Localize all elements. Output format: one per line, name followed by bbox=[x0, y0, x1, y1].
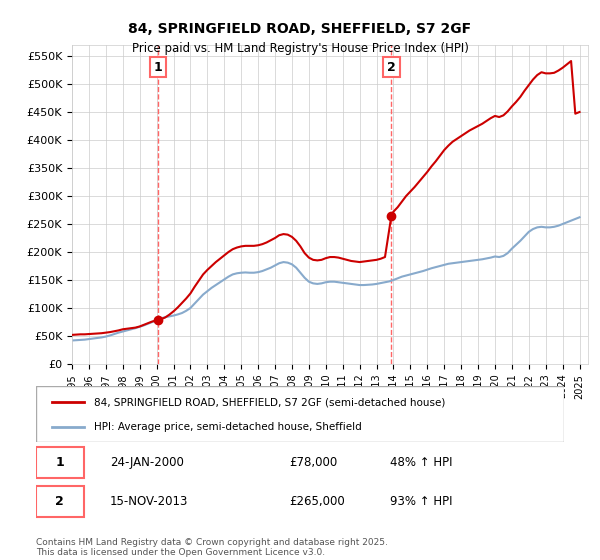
Text: Contains HM Land Registry data © Crown copyright and database right 2025.
This d: Contains HM Land Registry data © Crown c… bbox=[36, 538, 388, 557]
Text: 1: 1 bbox=[154, 60, 162, 74]
Text: £78,000: £78,000 bbox=[289, 456, 338, 469]
Text: HPI: Average price, semi-detached house, Sheffield: HPI: Average price, semi-detached house,… bbox=[94, 422, 362, 432]
Text: 48% ↑ HPI: 48% ↑ HPI bbox=[390, 456, 452, 469]
Text: £265,000: £265,000 bbox=[289, 494, 345, 508]
Text: 24-JAN-2000: 24-JAN-2000 bbox=[110, 456, 184, 469]
Text: 15-NOV-2013: 15-NOV-2013 bbox=[110, 494, 188, 508]
Text: Price paid vs. HM Land Registry's House Price Index (HPI): Price paid vs. HM Land Registry's House … bbox=[131, 42, 469, 55]
FancyBboxPatch shape bbox=[36, 486, 83, 517]
FancyBboxPatch shape bbox=[36, 447, 83, 478]
Text: 93% ↑ HPI: 93% ↑ HPI bbox=[390, 494, 452, 508]
Text: 84, SPRINGFIELD ROAD, SHEFFIELD, S7 2GF: 84, SPRINGFIELD ROAD, SHEFFIELD, S7 2GF bbox=[128, 22, 472, 36]
Text: 2: 2 bbox=[387, 60, 396, 74]
Text: 84, SPRINGFIELD ROAD, SHEFFIELD, S7 2GF (semi-detached house): 84, SPRINGFIELD ROAD, SHEFFIELD, S7 2GF … bbox=[94, 397, 445, 407]
Text: 2: 2 bbox=[55, 494, 64, 508]
FancyBboxPatch shape bbox=[36, 386, 564, 442]
Text: 1: 1 bbox=[55, 456, 64, 469]
